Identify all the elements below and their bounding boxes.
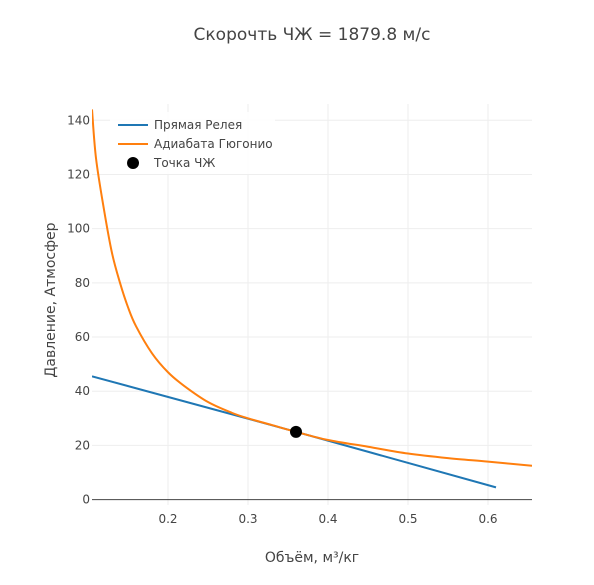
y-axis-title: Давление, Атмосфер xyxy=(43,222,59,377)
y-tick-label: 0 xyxy=(82,493,90,507)
hugoniot-curve xyxy=(92,109,532,467)
y-tick-label: 100 xyxy=(67,222,90,236)
x-tick-label: 0.3 xyxy=(238,512,257,526)
legend-item[interactable]: Точка ЧЖ xyxy=(127,156,215,170)
series-layer xyxy=(92,109,532,489)
legend-label: Адиабата Гюгонио xyxy=(154,137,273,151)
y-tick-label: 140 xyxy=(67,113,90,127)
x-tick-label: 0.2 xyxy=(158,512,177,526)
x-tick-label: 0.6 xyxy=(478,512,497,526)
y-tick-label: 20 xyxy=(75,438,90,452)
x-tick-label: 0.5 xyxy=(398,512,417,526)
x-axis-title: Объём, м³/кг xyxy=(265,550,359,566)
x-tick-label: 0.4 xyxy=(318,512,337,526)
legend-marker-swatch xyxy=(127,157,139,169)
y-tick-label: 40 xyxy=(75,384,90,398)
legend[interactable]: Прямая Релея Адиабата Гюгонио Точка ЧЖ xyxy=(110,112,275,174)
y-tick-label: 60 xyxy=(75,330,90,344)
chart-title: Скорочть ЧЖ = 1879.8 м/с xyxy=(194,25,431,45)
y-tick-label: 120 xyxy=(67,167,90,181)
tick-layer: 0.2 0.3 0.4 0.5 0.6 0 20 40 60 80 100 120 140 xyxy=(67,113,532,526)
legend-item[interactable]: Адиабата Гюгонио xyxy=(118,137,273,151)
legend-item[interactable]: Прямая Релея xyxy=(118,118,242,132)
legend-label: Прямая Релея xyxy=(154,118,242,132)
grid-layer xyxy=(92,104,532,505)
y-tick-label: 80 xyxy=(75,276,90,290)
cj-point-marker xyxy=(290,425,302,438)
legend-label: Точка ЧЖ xyxy=(153,156,215,170)
legend-items: Прямая Релея Адиабата Гюгонио Точка ЧЖ xyxy=(118,118,273,170)
